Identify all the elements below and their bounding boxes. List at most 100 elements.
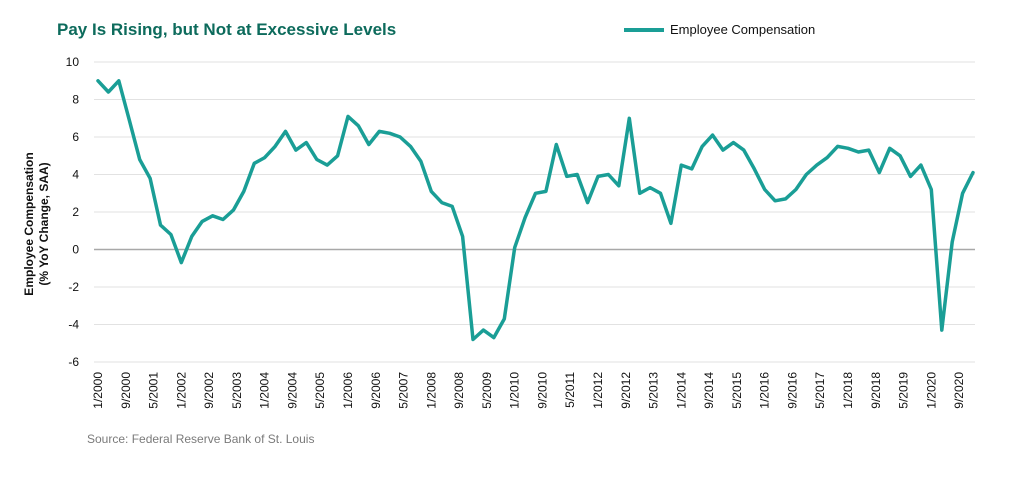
data-point bbox=[794, 188, 797, 191]
data-point bbox=[847, 147, 850, 150]
data-point bbox=[690, 167, 693, 170]
x-tick-label: 5/2015 bbox=[730, 372, 744, 409]
data-point bbox=[805, 173, 808, 176]
data-point bbox=[159, 224, 162, 227]
data-point bbox=[951, 241, 954, 244]
data-point bbox=[597, 175, 600, 178]
x-tick-label: 1/2006 bbox=[341, 372, 355, 409]
y-tick-label: -4 bbox=[68, 318, 79, 332]
y-tick-label: 6 bbox=[72, 130, 79, 144]
x-tick-label: 1/2016 bbox=[758, 372, 772, 409]
x-tick-label: 5/2019 bbox=[897, 372, 911, 409]
y-axis-label-line2: (% YoY Change, SAA) bbox=[37, 162, 51, 285]
y-tick-label: 0 bbox=[72, 243, 79, 257]
x-tick-label: 9/2016 bbox=[785, 372, 799, 409]
legend: Employee Compensation bbox=[624, 22, 815, 37]
data-point bbox=[628, 117, 631, 120]
x-tick-label: 9/2012 bbox=[619, 372, 633, 409]
x-tick-label: 9/2004 bbox=[285, 372, 299, 409]
data-point bbox=[472, 338, 475, 341]
data-point bbox=[701, 145, 704, 148]
series-line-employee-compensation bbox=[96, 79, 975, 342]
data-point bbox=[117, 79, 120, 82]
data-point bbox=[555, 143, 558, 146]
data-point bbox=[294, 149, 297, 152]
data-point bbox=[263, 156, 266, 159]
data-point bbox=[909, 175, 912, 178]
data-point bbox=[867, 149, 870, 152]
data-point bbox=[169, 233, 172, 236]
data-point bbox=[336, 154, 339, 157]
x-tick-label: 1/2000 bbox=[91, 372, 105, 409]
data-point bbox=[544, 190, 547, 193]
x-tick-label: 5/2007 bbox=[397, 372, 411, 409]
x-tick-label: 9/2002 bbox=[202, 372, 216, 409]
y-tick-label: 2 bbox=[72, 205, 79, 219]
x-tick-label: 1/2018 bbox=[841, 372, 855, 409]
data-point bbox=[399, 136, 402, 139]
data-point bbox=[534, 192, 537, 195]
series-group bbox=[96, 79, 975, 342]
x-tick-label: 1/2008 bbox=[424, 372, 438, 409]
data-point bbox=[388, 132, 391, 135]
data-point bbox=[586, 201, 589, 204]
data-point bbox=[222, 218, 225, 221]
data-point bbox=[149, 177, 152, 180]
data-point bbox=[378, 130, 381, 133]
chart-title: Pay Is Rising, but Not at Excessive Leve… bbox=[57, 20, 397, 39]
data-point bbox=[836, 145, 839, 148]
data-point bbox=[878, 171, 881, 174]
data-point bbox=[524, 216, 527, 219]
data-point bbox=[409, 145, 412, 148]
data-point bbox=[305, 141, 308, 144]
data-point bbox=[732, 141, 735, 144]
x-tick-label: 1/2020 bbox=[924, 372, 938, 409]
y-tick-label: 10 bbox=[66, 55, 80, 69]
data-point bbox=[492, 336, 495, 339]
data-point bbox=[659, 192, 662, 195]
data-point bbox=[315, 158, 318, 161]
x-tick-label: 5/2003 bbox=[230, 372, 244, 409]
gridlines bbox=[94, 61, 975, 363]
data-point bbox=[326, 164, 329, 167]
y-tick-label: -6 bbox=[68, 355, 79, 369]
data-point bbox=[669, 222, 672, 225]
x-tick-label: 1/2012 bbox=[591, 372, 605, 409]
data-point bbox=[367, 143, 370, 146]
data-point bbox=[774, 199, 777, 202]
data-point bbox=[617, 184, 620, 187]
data-point bbox=[232, 209, 235, 212]
data-point bbox=[919, 164, 922, 167]
data-point bbox=[347, 115, 350, 118]
data-point bbox=[888, 147, 891, 150]
data-point bbox=[201, 220, 204, 223]
x-tick-label: 9/2018 bbox=[869, 372, 883, 409]
data-point bbox=[607, 173, 610, 176]
x-tick-label: 5/2009 bbox=[480, 372, 494, 409]
x-tick-label: 5/2011 bbox=[563, 372, 577, 408]
data-point bbox=[826, 156, 829, 159]
data-point bbox=[274, 145, 277, 148]
data-point bbox=[107, 91, 110, 94]
y-axis-ticks: 10 8 6 4 2 0 -2 -4 -6 bbox=[66, 55, 80, 369]
data-point bbox=[742, 149, 745, 152]
source-note: Source: Federal Reserve Bank of St. Loui… bbox=[87, 432, 315, 446]
data-point bbox=[138, 158, 141, 161]
x-tick-label: 9/2020 bbox=[952, 372, 966, 409]
data-point bbox=[857, 151, 860, 154]
data-point bbox=[211, 214, 214, 217]
data-point bbox=[513, 246, 516, 249]
x-tick-label: 1/2004 bbox=[258, 372, 272, 409]
data-point bbox=[357, 124, 360, 127]
x-tick-label: 1/2002 bbox=[174, 372, 188, 409]
x-tick-label: 1/2014 bbox=[674, 372, 688, 409]
data-point bbox=[930, 188, 933, 191]
data-point bbox=[711, 134, 714, 137]
data-point bbox=[940, 329, 943, 332]
data-point bbox=[680, 164, 683, 167]
data-point bbox=[815, 164, 818, 167]
data-point bbox=[565, 175, 568, 178]
data-point bbox=[649, 186, 652, 189]
data-point bbox=[97, 79, 100, 82]
